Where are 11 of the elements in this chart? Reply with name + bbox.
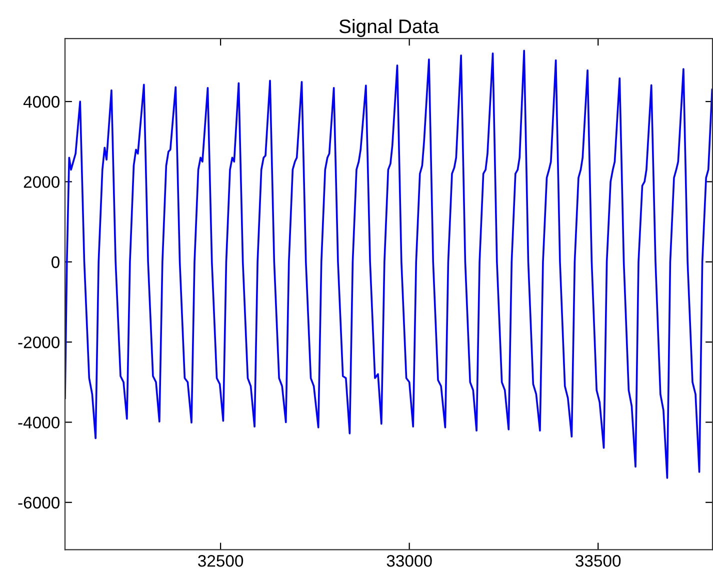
y-tick-label: -6000	[18, 496, 60, 509]
y-tick-label: 2000	[24, 176, 60, 188]
line-series	[65, 50, 712, 479]
y-tick-label: -4000	[18, 416, 60, 428]
y-tick-label: 4000	[23, 96, 60, 108]
x-tick-label: 33000	[386, 555, 432, 567]
x-tick-label: 32500	[198, 555, 244, 567]
y-tick-label: -2000	[18, 336, 60, 348]
y-tick-label: 0	[52, 256, 60, 268]
chart-title: Signal Data	[339, 18, 440, 38]
x-tick-label: 33500	[576, 555, 621, 567]
